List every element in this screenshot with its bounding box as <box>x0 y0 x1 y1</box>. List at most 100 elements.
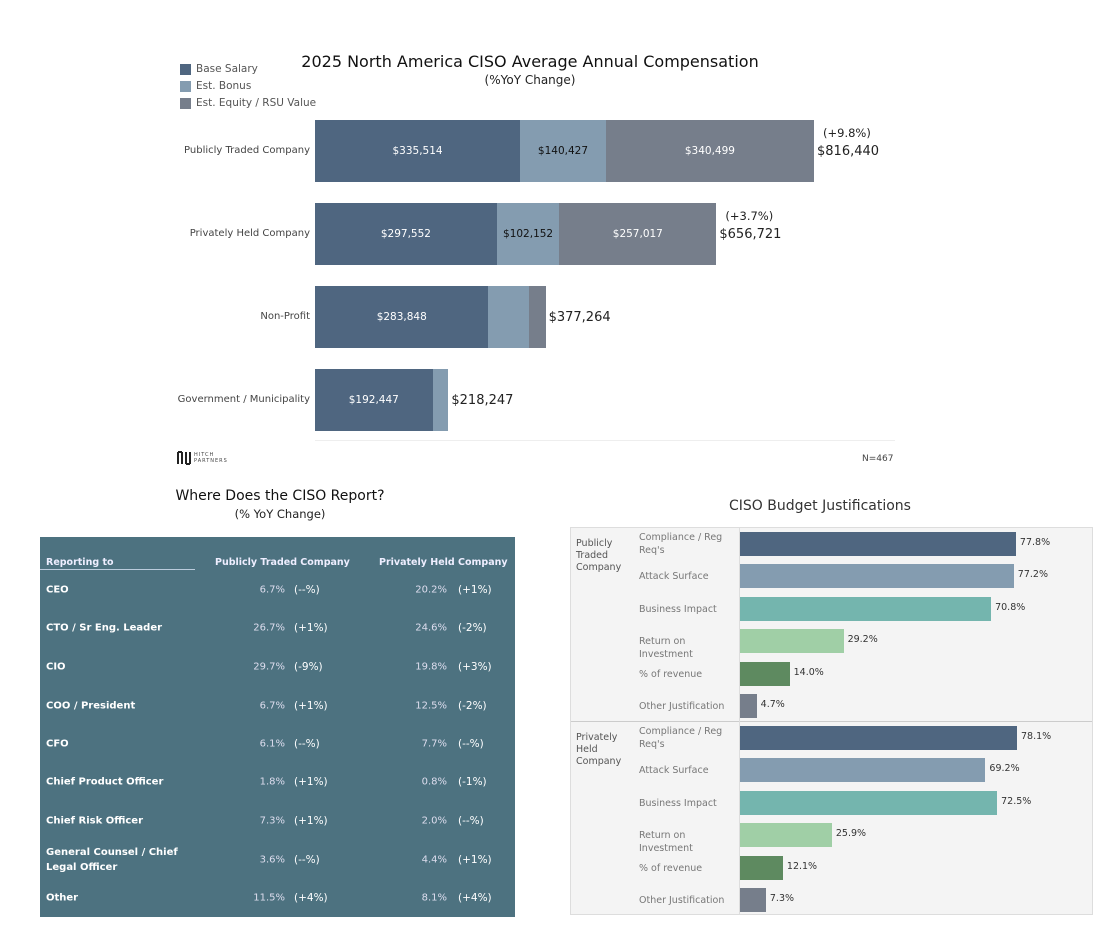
budget-bar <box>740 564 1014 589</box>
budget-bar <box>740 629 844 654</box>
public-change: (+1%) <box>294 776 328 788</box>
bar-value-label: $297,552 <box>380 228 431 240</box>
public-change: (+1%) <box>294 622 328 634</box>
public-pct: 6.7% <box>259 700 285 712</box>
budget-bar <box>740 596 992 621</box>
budget-title: CISO Budget Justifications <box>729 498 911 514</box>
bar-segment-est-bonus <box>432 369 449 431</box>
public-pct: 26.7% <box>253 622 285 634</box>
category-label: Business Impact <box>639 603 717 615</box>
bar-segment-base-salary: $335,514 <box>315 120 521 182</box>
group-label: Publicly Traded Company <box>576 538 622 573</box>
public-change: (+4%) <box>294 892 328 904</box>
private-pct: 4.4% <box>421 854 447 866</box>
bar-segment-est-bonus: $102,152 <box>496 203 560 265</box>
private-change: (+1%) <box>458 584 492 596</box>
table-row: Other 11.5% (+4%) 8.1% (+4%) <box>40 879 515 917</box>
private-pct: 7.7% <box>421 738 447 750</box>
table-row: COO / President 6.7% (+1%) 12.5% (-2%) <box>40 687 515 725</box>
public-change: (--%) <box>294 584 320 596</box>
bar-segment-base-salary: $192,447 <box>315 369 433 431</box>
bar-segment-est-equity-rsu-value <box>528 286 546 348</box>
budget-chart: Publicly Traded Company Compliance / Reg … <box>570 527 1093 915</box>
budget-bar <box>740 790 998 815</box>
public-pct: 1.8% <box>259 776 285 788</box>
header-public: Publicly Traded Company <box>215 557 350 568</box>
bar-value-label: $257,017 <box>612 228 663 240</box>
bar-value-label: 77.2% <box>1017 569 1048 581</box>
total-label: $656,721 <box>719 227 782 242</box>
private-change: (-2%) <box>458 622 487 634</box>
bar-value-label: 78.1% <box>1021 731 1052 742</box>
category-label: Government / Municipality <box>177 394 310 405</box>
legend-swatch <box>180 97 191 109</box>
legend-item: Base Salary <box>180 63 258 75</box>
total-label: $816,440 <box>817 144 880 159</box>
private-pct: 0.8% <box>421 776 447 788</box>
sample-size: N=467 <box>862 454 894 464</box>
yoy-label: (+9.8%) <box>823 126 871 140</box>
category-label: Attack Surface <box>639 571 709 583</box>
bar-value-label: 25.9% <box>835 828 867 840</box>
comp-chart-title: 2025 North America CISO Average Annual C… <box>301 52 759 71</box>
bar-segment-est-equity-rsu-value: $340,499 <box>605 120 814 182</box>
comp-chart-subtitle: (%YoY Change) <box>484 73 576 87</box>
group-label: Privately Held Company <box>576 732 622 767</box>
reporting-to-label: Other <box>46 892 79 904</box>
bar-segment-base-salary: $297,552 <box>315 203 497 265</box>
reporting-table: Reporting to Publicly Traded Company Pri… <box>40 537 515 917</box>
total-label: $218,247 <box>451 393 514 408</box>
private-pct: 20.2% <box>415 584 447 596</box>
reporting-to-label: Chief Product Officer <box>46 776 164 788</box>
hitch-partners-logo: HITCH PARTNERS <box>177 451 227 465</box>
reporting-to-label: CIO <box>46 661 66 673</box>
category-label: Publicly Traded Company <box>184 145 310 156</box>
table-row: CTO / Sr Eng. Leader 26.7% (+1%) 24.6% (-2%) <box>40 609 515 647</box>
budget-bar <box>740 532 1016 556</box>
group-divider <box>571 721 1092 722</box>
budget-bar <box>740 758 986 783</box>
category-label: Other Justification <box>639 701 725 712</box>
reporting-to-label: CFO <box>46 738 69 750</box>
category-label: Non-Profit <box>260 311 310 322</box>
public-pct: 3.6% <box>259 854 285 866</box>
table-row: Chief Product Officer 1.8% (+1%) 0.8% (-1%) <box>40 763 515 801</box>
category-label: Attack Surface <box>639 765 709 777</box>
header-divider <box>40 569 195 570</box>
budget-bar <box>740 855 783 880</box>
yoy-label: (+3.7%) <box>725 209 774 223</box>
reporting-to-label: CTO / Sr Eng. Leader <box>46 622 163 634</box>
private-change: (--%) <box>458 815 484 827</box>
logo-mark-icon <box>177 451 191 465</box>
category-label: Return on Investment <box>639 636 693 661</box>
category-label: Compliance / Reg Req's <box>639 532 723 556</box>
bar-value-label: 77.8% <box>1019 537 1051 548</box>
legend-label: Est. Equity / RSU Value <box>196 97 317 109</box>
header-reporting-to: Reporting to <box>46 557 114 568</box>
bar-value-label: $340,499 <box>684 145 735 157</box>
legend-item: Est. Equity / RSU Value <box>180 97 316 109</box>
table-row: CIO 29.7% (-9%) 19.8% (+3%) <box>40 648 515 686</box>
category-label: Other Justification <box>639 895 725 906</box>
bar-value-label: $192,447 <box>348 394 399 406</box>
budget-bar <box>740 823 832 848</box>
bar-value-label: $140,427 <box>537 145 589 157</box>
legend-item: Est. Bonus <box>180 80 251 92</box>
reporting-subtitle: (% YoY Change) <box>234 507 326 521</box>
reporting-title: Where Does the CISO Report? <box>175 488 385 504</box>
category-label: Privately Held Company <box>189 228 310 239</box>
table-row: CEO 6.7% (--%) 20.2% (+1%) <box>40 571 515 609</box>
private-change: (-2%) <box>458 700 487 712</box>
public-pct: 7.3% <box>259 815 285 827</box>
reporting-to-label: CEO <box>46 584 69 596</box>
public-change: (--%) <box>294 854 320 866</box>
reporting-to-label: Chief Risk Officer <box>46 815 144 827</box>
bar-value-label: 7.3% <box>769 893 795 904</box>
bar-value-label: $283,848 <box>376 311 427 323</box>
bar-value-label: 69.2% <box>989 763 1020 775</box>
public-pct: 11.5% <box>253 892 285 904</box>
budget-bar <box>740 694 757 718</box>
private-change: (+4%) <box>458 892 492 904</box>
budget-bar <box>740 661 790 686</box>
public-change: (+1%) <box>294 700 328 712</box>
